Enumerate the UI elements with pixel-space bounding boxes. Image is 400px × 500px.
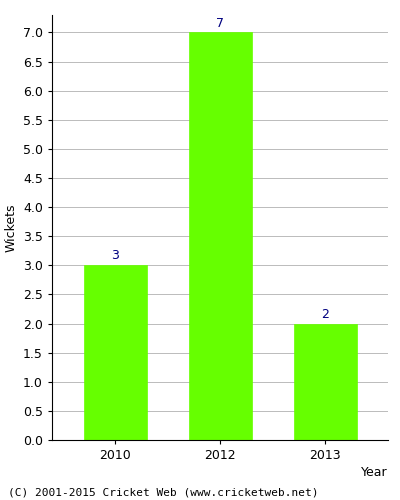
Text: (C) 2001-2015 Cricket Web (www.cricketweb.net): (C) 2001-2015 Cricket Web (www.cricketwe…	[8, 488, 318, 498]
Text: Year: Year	[361, 466, 388, 478]
Bar	[84, 266, 146, 440]
Text: 3: 3	[111, 250, 119, 262]
Y-axis label: Wickets: Wickets	[4, 203, 18, 252]
Text: 7: 7	[216, 16, 224, 30]
Bar	[294, 324, 356, 440]
Bar	[188, 32, 252, 440]
Text: 2: 2	[321, 308, 329, 320]
